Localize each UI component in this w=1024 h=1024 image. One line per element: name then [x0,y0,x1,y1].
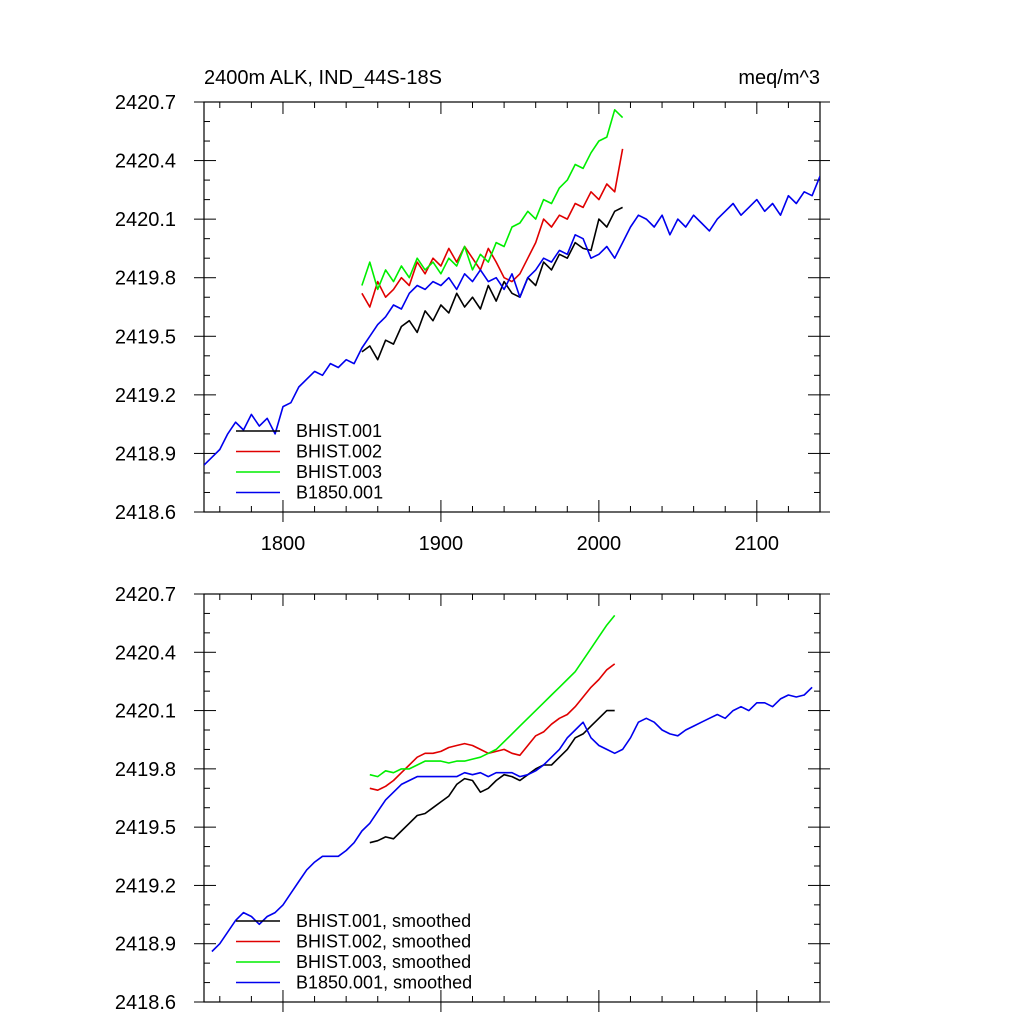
y-tick-label: 2420.1 [115,209,176,231]
chart-title: 2400m ALK, IND_44S-18S [204,67,442,89]
series-line-bhist-002 [361,148,624,308]
y-tick-label: 2420.1 [115,701,176,723]
legend-label: BHIST.001 [296,421,382,441]
y-tick-label: 2419.2 [115,875,176,897]
series-line-bhist-003 [361,109,624,291]
series-line-bhist-001-smoothed [369,709,615,844]
x-tick-label: 1800 [261,533,306,555]
y-tick-label: 2420.7 [115,584,176,606]
series-line-b1850-001 [204,175,820,466]
legend-label: BHIST.001, smoothed [296,911,471,931]
y-tick-label: 2418.6 [115,502,176,524]
y-tick-label: 2418.9 [115,934,176,956]
legend-label: BHIST.003, smoothed [296,952,471,972]
series-line-bhist-002-smoothed [369,663,616,792]
x-tick-label: 2100 [735,533,780,555]
y-tick-label: 2419.5 [115,817,176,839]
plot-frame [203,593,821,1003]
y-tick-label: 2418.6 [115,992,176,1014]
bottom-panel: 2418.6 2418.9 2419.2 2419.5 2419.8 2420.1 2420… [115,584,830,1014]
y-tick-label: 2419.8 [115,759,176,781]
legend-label: BHIST.003 [296,462,382,482]
y-tick-label: 2418.9 [115,443,176,465]
y-tick-label: 2419.2 [115,385,176,407]
y-tick-label: 2419.5 [115,326,176,348]
legend-label: B1850.001, smoothed [296,973,472,993]
y-tick-label: 2420.4 [115,642,176,664]
x-tick-label: 2000 [577,533,622,555]
top-panel: 1800 1900 2000 2100 2418.6 2418.9 2419.2 2419.5… [115,92,830,555]
legend-label: B1850.001 [296,483,383,503]
series-line-bhist-001 [361,206,623,361]
series-line-bhist-003-smoothed [369,614,616,778]
x-tick-label: 1900 [419,533,464,555]
series-line-b1850-001-smoothed [211,686,813,953]
legend-label: BHIST.002 [296,442,382,462]
chart-units-label: meq/m^3 [738,67,820,89]
plot-frame [203,101,821,513]
y-tick-label: 2420.4 [115,151,176,173]
legend-label: BHIST.002, smoothed [296,932,471,952]
y-tick-label: 2419.8 [115,268,176,290]
y-tick-label: 2420.7 [115,92,176,114]
